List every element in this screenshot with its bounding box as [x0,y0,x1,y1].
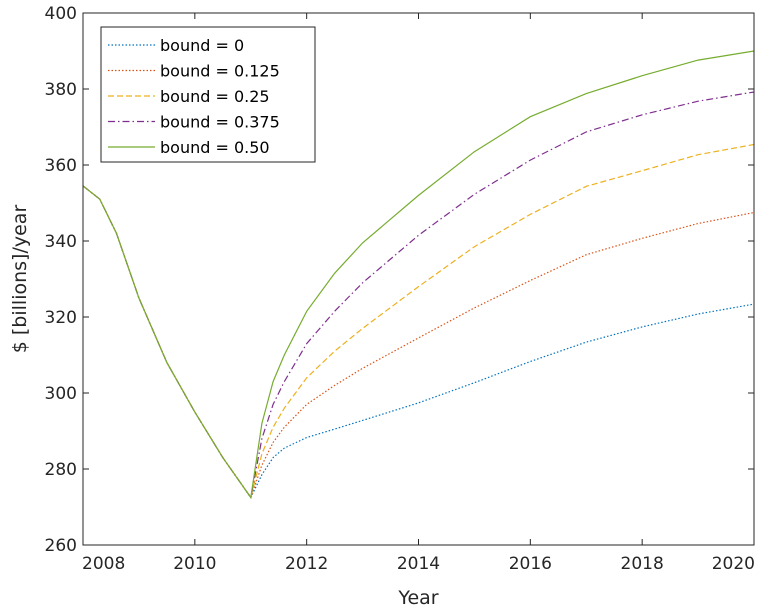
y-tick-label: 320 [45,308,77,328]
legend-label: bound = 0.125 [160,62,280,81]
y-tick-label: 260 [45,536,77,556]
series-layer [82,50,755,500]
series-line-4 [82,50,755,500]
legend-label: bound = 0.50 [160,138,270,157]
y-tick-label: 280 [45,460,77,480]
y-tick-label: 380 [45,80,77,100]
x-axis-title: Year [397,587,438,609]
legend-label: bound = 0.375 [160,113,280,132]
x-tick-label: 2020 [712,554,755,574]
legend-label: bound = 0.25 [160,87,270,106]
series-line-2 [82,143,755,499]
legend-label: bound = 0 [160,36,244,55]
x-tick-label: 2014 [397,554,440,574]
x-tick-label: 2016 [509,554,552,574]
x-tick-label: 2012 [285,554,328,574]
legend: bound = 0 bound = 0.125 bound = 0.25 bound … [100,26,316,163]
y-tick-label: 300 [45,384,77,404]
y-tick-label: 360 [45,156,77,176]
x-tick-label: 2010 [173,554,216,574]
x-tick-label: 2008 [82,554,125,574]
x-tick-label: 2018 [621,554,664,574]
y-tick-label: 400 [45,4,77,24]
legend-box [100,26,316,163]
y-axis-title: $ [billions]/year [9,205,31,354]
tick-layer: 2008 2010 2012 2014 2016 2018 2020 260 280 300 320… [45,4,755,574]
y-tick-label: 340 [45,232,77,252]
